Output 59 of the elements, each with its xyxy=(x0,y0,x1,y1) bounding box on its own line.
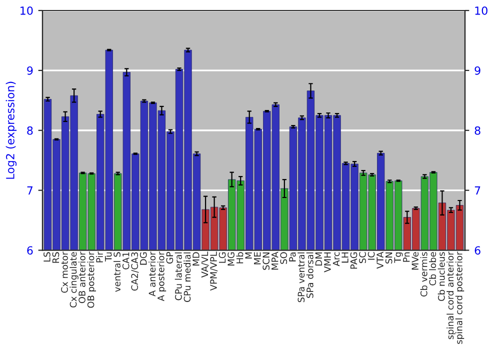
x-tick-label: ventral S xyxy=(114,252,121,292)
x-tick-label: DG xyxy=(140,252,147,265)
y-tick-label: 10 xyxy=(20,6,33,15)
y-tick-label: 7 xyxy=(27,186,33,195)
x-tick-label: Cb vermis xyxy=(420,252,428,296)
x-tick-label: SCN xyxy=(262,252,270,270)
x-tick-label: VPM/VPL xyxy=(210,252,218,291)
x-tick-label: CPu medial xyxy=(184,252,191,302)
x-tick-label: VA/VL xyxy=(201,252,209,278)
x-tick-label: MG xyxy=(228,252,234,266)
x-tick-label: MVe xyxy=(412,252,419,270)
x-tick-label: LS xyxy=(44,252,50,262)
x-tick-label: VMH xyxy=(324,252,331,272)
x-tick-label: Cb lobe xyxy=(429,252,436,286)
x-tick-label: RS xyxy=(52,252,60,263)
x-tick-label: spinal cord posterior xyxy=(455,252,464,344)
x-tick-label: Hb xyxy=(236,252,244,264)
x-tick-label: CA1 xyxy=(122,252,130,270)
x-tick-label: SPa ventral xyxy=(298,252,305,302)
x-tick-label: OB anterior xyxy=(78,252,86,304)
x-tick-label: MD xyxy=(192,252,200,266)
y2-tick-label: 9 xyxy=(474,66,480,75)
x-tick-label: SPa dorsal xyxy=(306,252,314,298)
x-tick-label: SC xyxy=(359,252,366,264)
x-tick-label: PAG xyxy=(350,252,358,269)
x-tick-label: LH xyxy=(342,252,348,263)
x-tick-label: CA2/CA3 xyxy=(131,252,139,291)
y-tick-label: 8 xyxy=(27,126,33,135)
x-tick-label: Cx cingulate xyxy=(70,252,78,308)
x-tick-label: OB posterior xyxy=(87,252,96,308)
x-tick-label: CPu lateral xyxy=(174,252,182,300)
x-tick-label: Cb nucleus xyxy=(438,252,445,301)
x-tick-label: SO xyxy=(280,252,288,264)
x-tick-label: ME xyxy=(254,252,261,264)
x-tick-label: LG xyxy=(218,252,226,263)
x-tick-label: Pn xyxy=(403,252,410,262)
y2-tick-label: 8 xyxy=(474,126,480,135)
x-tick-label: VTA xyxy=(376,252,384,269)
x-tick-label: MPA xyxy=(272,252,278,270)
x-tick-label: Cx motor xyxy=(61,252,68,293)
x-tick-label: SN xyxy=(385,252,392,264)
y2-tick-label: 10 xyxy=(475,6,488,15)
x-tick-label: Tu xyxy=(105,252,112,262)
x-tick-label: Arc xyxy=(332,252,340,266)
y-tick-label: 9 xyxy=(27,66,33,75)
x-tick-label: Pir xyxy=(96,252,103,262)
y-tick-label: 6 xyxy=(27,246,33,255)
y-axis-title: Log2 (expression) xyxy=(6,82,17,179)
x-tick-label: spinal cord anterior xyxy=(446,252,456,340)
y2-tick-label: 6 xyxy=(474,246,480,255)
x-tick-label: GP xyxy=(166,252,174,264)
x-tick-label: Pa xyxy=(289,252,296,262)
x-tick-label: A anterior xyxy=(148,252,156,296)
x-tick-label: DM xyxy=(315,252,322,266)
y2-tick-label: 7 xyxy=(474,186,480,195)
x-tick-label: M xyxy=(245,252,252,259)
x-tick-label: A posterior xyxy=(157,252,166,302)
x-tick-label: Tg xyxy=(394,252,403,263)
x-tick-label: IC xyxy=(368,252,375,260)
